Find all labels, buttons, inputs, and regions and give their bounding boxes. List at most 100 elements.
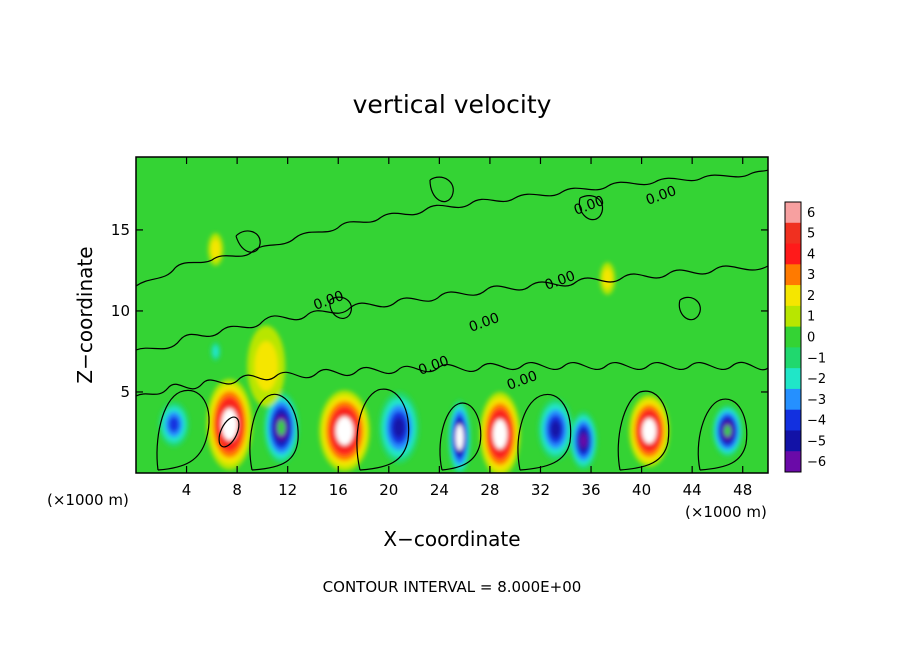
velocity-core — [335, 416, 354, 446]
velocity-band — [550, 420, 561, 439]
velocity-cell — [448, 400, 471, 473]
colorbar-swatch — [785, 305, 801, 328]
velocity-cell — [319, 390, 370, 472]
contour-line — [136, 361, 768, 397]
colorbar-tick-label: 1 — [807, 310, 815, 325]
velocity-cell — [378, 391, 420, 464]
velocity-band — [580, 433, 587, 448]
velocity-band — [210, 239, 221, 260]
x-tick-label: 48 — [733, 481, 752, 499]
zero-contours — [136, 169, 768, 471]
y-tick-label: 10 — [111, 302, 130, 320]
contour-line — [356, 388, 410, 471]
plot-frame — [135, 156, 769, 474]
colorbar-tick-label: 6 — [807, 206, 815, 221]
velocity-band — [724, 425, 731, 437]
velocity-band — [277, 420, 286, 436]
velocity-cell — [210, 341, 221, 362]
velocity-cell — [479, 392, 521, 473]
velocity-cell — [208, 233, 224, 266]
x-tick-label: 24 — [430, 481, 449, 499]
colorbar-frame — [784, 201, 802, 473]
velocity-band — [254, 341, 278, 391]
colorbar-tick-label: −5 — [807, 434, 826, 449]
colorbar-tick-label: −1 — [807, 351, 826, 366]
velocity-cell — [537, 398, 574, 461]
contour-line — [249, 393, 299, 471]
contour-line — [136, 265, 768, 351]
velocity-cell — [206, 378, 253, 470]
y-axis-title: Z−coordinate — [73, 246, 97, 383]
colorbar-swatch — [785, 243, 801, 265]
x-tick-label: 12 — [278, 481, 297, 499]
velocity-cell — [599, 262, 616, 295]
velocity-core — [221, 408, 238, 441]
colorbar-swatch — [785, 388, 801, 411]
velocity-core — [492, 419, 508, 449]
x-tick-label: 32 — [531, 481, 550, 499]
colorbar-swatch — [785, 285, 801, 307]
colorbar-tick-label: 3 — [807, 268, 815, 283]
velocity-core — [642, 418, 657, 444]
colorbar-swatch — [785, 202, 801, 224]
plot-area: 0.000.000.000.000.000.00 0.00 — [136, 157, 768, 473]
x-tick-label: 16 — [329, 481, 348, 499]
contour-line — [578, 195, 604, 221]
colorbar-swatch — [785, 368, 801, 390]
x-axis-title: X−coordinate — [383, 527, 520, 551]
velocity-core — [455, 424, 464, 451]
colorbar-tick-label: 2 — [807, 289, 815, 304]
x-unit-label-right: (×1000 m) — [685, 503, 767, 521]
colorbar-swatch — [785, 430, 801, 452]
colorbar-tick-label: 4 — [807, 247, 815, 262]
colorbar-tick-label: 0 — [807, 331, 815, 346]
contour-line — [329, 296, 352, 319]
x-unit-label-left: (×1000 m) — [47, 491, 129, 509]
colorbar-swatch — [785, 409, 801, 431]
contour-line — [697, 398, 748, 471]
x-tick-label: 4 — [182, 481, 192, 499]
velocity-band — [212, 345, 219, 358]
x-tick-label: 36 — [581, 481, 600, 499]
colorbar-swatch — [785, 326, 801, 348]
contour-line — [429, 176, 454, 203]
contour-line — [156, 389, 210, 471]
colorbar-swatch — [785, 264, 801, 286]
velocity-band — [602, 268, 613, 289]
contour-line — [617, 390, 670, 471]
contour-line — [218, 416, 240, 448]
x-tick-label: 40 — [632, 481, 651, 499]
y-tick-label: 5 — [120, 383, 130, 401]
contour-line — [136, 169, 768, 287]
colorbar-tick-label: −3 — [807, 393, 826, 408]
velocity-cell — [158, 401, 190, 448]
velocity-cell — [628, 395, 670, 467]
chart-title: vertical velocity — [353, 90, 552, 119]
colorbar-tick-label: −6 — [807, 455, 826, 470]
velocity-cell — [569, 411, 598, 470]
x-tick-label: 28 — [480, 481, 499, 499]
contour-line — [678, 296, 701, 321]
colorbar-swatch — [785, 347, 801, 369]
x-tick-label: 8 — [232, 481, 242, 499]
y-axis-ticks: 5 10 15 — [111, 221, 768, 401]
colorbar-tick-label: 5 — [807, 227, 815, 242]
colorbar-tick-label: −2 — [807, 372, 826, 387]
velocity-band — [393, 417, 405, 438]
contour-line — [517, 393, 572, 471]
x-tick-label: 20 — [379, 481, 398, 499]
x-tick-label: 44 — [683, 481, 702, 499]
colorbar-swatch — [785, 451, 801, 473]
colorbar-swatch — [785, 222, 801, 245]
y-tick-label: 15 — [111, 221, 130, 239]
contour-interval-note: CONTOUR INTERVAL = 8.000E+00 — [323, 578, 582, 596]
velocity-cell — [247, 325, 286, 407]
contour-line — [235, 230, 261, 253]
velocity-cell — [263, 391, 300, 464]
colorbar: 6 5 4 3 2 1 0 −1 −2 −3 −4 −5 −6 — [784, 201, 826, 473]
colorbar-tick-label: −4 — [807, 414, 826, 429]
velocity-band — [168, 416, 180, 433]
x-axis-ticks: 4 8 12 16 20 24 28 32 36 40 44 48 — [182, 157, 752, 499]
contour-line — [439, 402, 482, 471]
velocity-cell — [712, 404, 743, 457]
